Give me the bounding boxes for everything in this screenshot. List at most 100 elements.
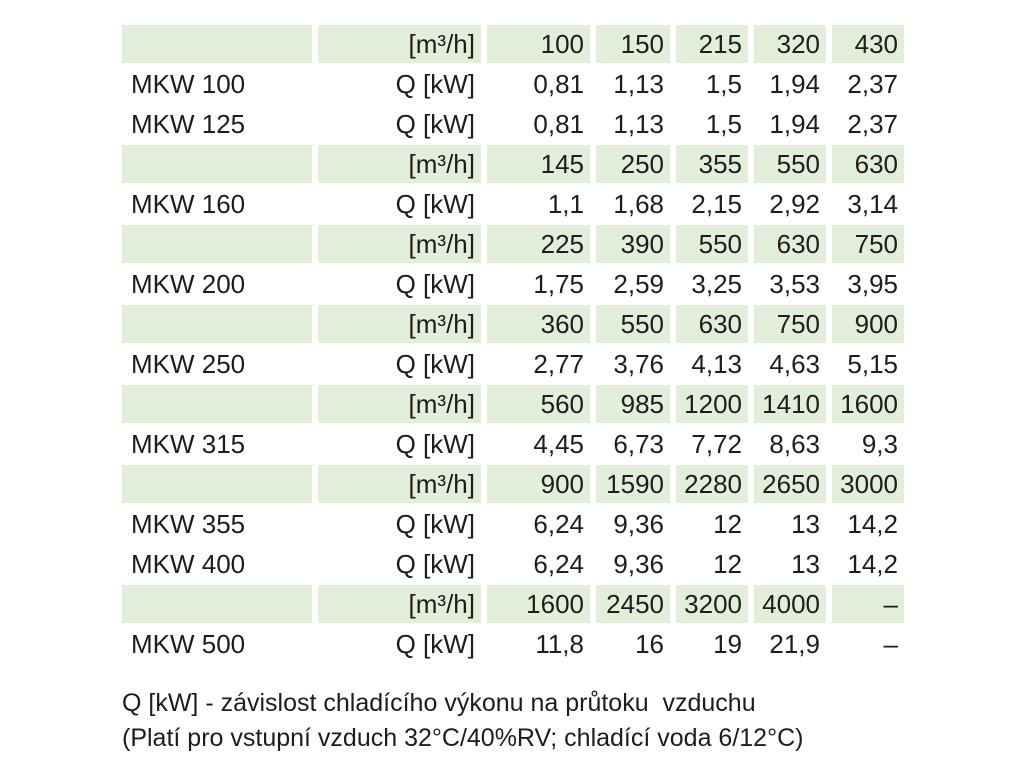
table-row: [m³/h] 1600 2450 3200 4000 –	[122, 584, 904, 624]
value-cell: 550	[596, 304, 670, 344]
table-row: MKW 400 Q [kW] 6,24 9,36 12 13 14,2	[122, 544, 904, 584]
model-cell	[122, 384, 312, 424]
value-cell: 9,36	[613, 549, 664, 579]
model-cell: MKW 315	[131, 429, 246, 459]
table-row: MKW 500 Q [kW] 11,8 16 19 21,9 –	[122, 624, 904, 664]
value-cell: 1,13	[613, 69, 664, 99]
table-row: [m³/h] 560 985 1200 1410 1600	[122, 384, 904, 424]
value-cell: 360	[487, 304, 590, 344]
value-cell: 13	[791, 549, 820, 579]
table-row: MKW 355 Q [kW] 6,24 9,36 12 13 14,2	[122, 504, 904, 544]
unit-cell: Q [kW]	[395, 509, 475, 539]
model-cell: MKW 160	[131, 189, 246, 219]
value-cell: 750	[754, 304, 826, 344]
value-cell: 1200	[676, 384, 748, 424]
value-cell: 630	[832, 144, 904, 184]
value-cell: 355	[676, 144, 748, 184]
value-cell: 2450	[596, 584, 670, 624]
value-cell: 1,94	[769, 109, 820, 139]
footnote-line-2: (Platí pro vstupní vzduch 32°C/40%RV; ch…	[122, 724, 804, 752]
table-row: [m³/h] 360 550 630 750 900	[122, 304, 904, 344]
table-row: MKW 315 Q [kW] 4,45 6,73 7,72 8,63 9,3	[122, 424, 904, 464]
table-row: MKW 100 Q [kW] 0,81 1,13 1,5 1,94 2,37	[122, 64, 904, 104]
model-cell	[122, 584, 312, 624]
model-cell	[122, 24, 312, 64]
value-cell: 3,25	[691, 269, 742, 299]
model-cell	[122, 144, 312, 184]
value-cell: 6,73	[613, 429, 664, 459]
value-cell: 1410	[754, 384, 826, 424]
value-cell: 3,14	[847, 189, 898, 219]
unit-cell: [m³/h]	[318, 384, 481, 424]
unit-cell: [m³/h]	[318, 24, 481, 64]
value-cell: 9,3	[861, 429, 898, 459]
table-row: MKW 125 Q [kW] 0,81 1,13 1,5 1,94 2,37	[122, 104, 904, 144]
model-cell: MKW 250	[131, 349, 246, 379]
unit-cell: Q [kW]	[395, 189, 475, 219]
value-cell: 6,24	[533, 509, 584, 539]
footnote-line-1: Q [kW] - závislost chladícího výkonu na …	[122, 689, 756, 717]
value-cell: 550	[754, 144, 826, 184]
value-cell: 985	[596, 384, 670, 424]
value-cell: 100	[487, 24, 590, 64]
value-cell: 13	[791, 509, 820, 539]
value-cell: 21,9	[769, 629, 820, 659]
table-row: [m³/h] 100 150 215 320 430	[122, 24, 904, 64]
table-row: MKW 200 Q [kW] 1,75 2,59 3,25 3,53 3,95	[122, 264, 904, 304]
value-cell: 5,15	[847, 349, 898, 379]
model-cell: MKW 400	[131, 549, 246, 579]
value-cell: 1,1	[547, 189, 584, 219]
unit-cell: Q [kW]	[395, 629, 475, 659]
model-cell: MKW 125	[131, 109, 246, 139]
model-cell: MKW 500	[131, 629, 246, 659]
value-cell: 215	[676, 24, 748, 64]
value-cell: 4,63	[769, 349, 820, 379]
value-cell: 1,68	[613, 189, 664, 219]
value-cell: 3000	[832, 464, 904, 504]
value-cell: 2,92	[769, 189, 820, 219]
value-cell: 2,77	[533, 349, 584, 379]
value-cell: 19	[713, 629, 742, 659]
value-cell: 550	[676, 224, 748, 264]
value-cell: 1,5	[705, 109, 742, 139]
value-cell: 2,37	[847, 69, 898, 99]
value-cell: 16	[635, 629, 664, 659]
value-cell: 630	[676, 304, 748, 344]
value-cell: 430	[832, 24, 904, 64]
model-cell: MKW 200	[131, 269, 246, 299]
value-cell: 1,75	[533, 269, 584, 299]
value-cell: 12	[713, 549, 742, 579]
value-cell: 1,13	[613, 109, 664, 139]
table-row: MKW 160 Q [kW] 1,1 1,68 2,15 2,92 3,14	[122, 184, 904, 224]
model-cell: MKW 100	[131, 69, 246, 99]
value-cell: 3200	[676, 584, 748, 624]
value-cell: 3,53	[769, 269, 820, 299]
unit-cell: [m³/h]	[318, 144, 481, 184]
value-cell: 3,76	[613, 349, 664, 379]
value-cell: 0,81	[533, 109, 584, 139]
value-cell: –	[832, 584, 904, 624]
unit-cell: [m³/h]	[318, 464, 481, 504]
value-cell: 11,8	[535, 629, 584, 659]
value-cell: 1600	[487, 584, 590, 624]
value-cell: 320	[754, 24, 826, 64]
table-row: [m³/h] 145 250 355 550 630	[122, 144, 904, 184]
model-cell: MKW 355	[131, 509, 246, 539]
value-cell: 390	[596, 224, 670, 264]
value-cell: 750	[832, 224, 904, 264]
unit-cell: Q [kW]	[395, 69, 475, 99]
value-cell: 4,13	[691, 349, 742, 379]
value-cell: 2,15	[691, 189, 742, 219]
footnote: Q [kW] - závislost chladícího výkonu na …	[122, 686, 803, 756]
value-cell: 0,81	[533, 69, 584, 99]
value-cell: 900	[832, 304, 904, 344]
value-cell: 225	[487, 224, 590, 264]
value-cell: 1,5	[705, 69, 742, 99]
value-cell: 150	[596, 24, 670, 64]
value-cell: 8,63	[769, 429, 820, 459]
model-cell	[122, 224, 312, 264]
unit-cell: Q [kW]	[395, 549, 475, 579]
value-cell: 145	[487, 144, 590, 184]
performance-table: [m³/h] 100 150 215 320 430 MKW 100 Q [kW…	[122, 24, 904, 664]
